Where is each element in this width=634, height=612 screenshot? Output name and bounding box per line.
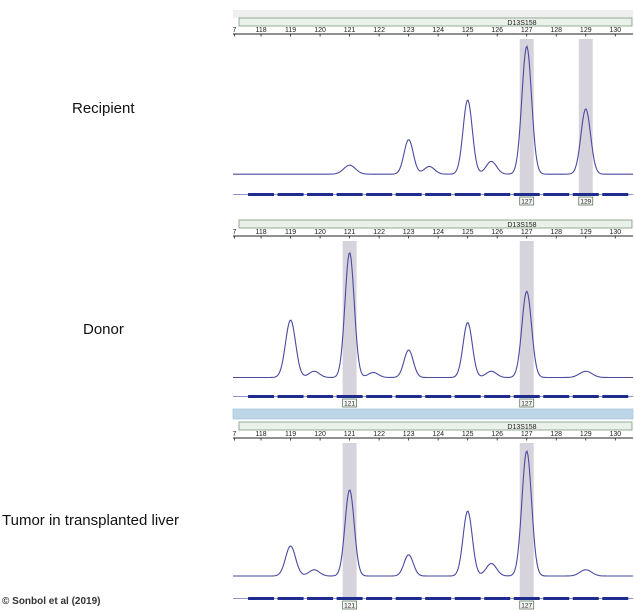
panel-0-tick-label-122: 122 bbox=[373, 27, 385, 34]
panel-2-tick-label-119: 119 bbox=[285, 431, 296, 438]
panel-2-call-box-121 bbox=[342, 600, 357, 610]
label-recipient: Recipient bbox=[72, 100, 135, 117]
panel-2-trace bbox=[233, 449, 633, 577]
panel-top-strip bbox=[233, 10, 633, 18]
panel-1-tick-label-129: 129 bbox=[580, 229, 592, 236]
panel-1-tick-label-130: 130 bbox=[609, 229, 621, 236]
panel-0-tick-label-7: 7 bbox=[233, 27, 237, 34]
panel-2-call-label-127: 127 bbox=[521, 603, 532, 610]
panel-2-tick-label-128: 128 bbox=[550, 431, 562, 438]
panel-2-tick-label-121: 121 bbox=[344, 431, 356, 438]
panel-2-call-box-127 bbox=[519, 600, 535, 610]
panel-2-marker-label: D13S158 bbox=[507, 424, 536, 431]
panel-1-call-label-127: 127 bbox=[521, 401, 532, 408]
panel-1-tick-label-127: 127 bbox=[521, 229, 533, 236]
panel-0-tick-label-123: 123 bbox=[403, 27, 415, 34]
panel-1-trace bbox=[233, 252, 633, 379]
panel-0-tick-label-130: 130 bbox=[609, 27, 621, 34]
panel-1-call-label-121: 121 bbox=[344, 401, 355, 408]
panel-1-tick-label-120: 120 bbox=[314, 229, 326, 236]
panel-0-call-label-127: 127 bbox=[521, 199, 532, 206]
credit-text: © Sonbol et al (2019) bbox=[2, 596, 101, 607]
panel-0-tick-label-125: 125 bbox=[462, 27, 474, 34]
panel-2-tick-label-123: 123 bbox=[403, 431, 415, 438]
panel-0-marker-header bbox=[238, 17, 633, 27]
panel-0-call-label-129: 129 bbox=[580, 199, 591, 206]
panel-1-call-box-127 bbox=[519, 398, 535, 408]
panel-1-tick-label-128: 128 bbox=[550, 229, 562, 236]
panel-2-tick-label-126: 126 bbox=[491, 431, 503, 438]
panel-1-allele-band-121 bbox=[342, 241, 357, 396]
panel-0-tick-label-121: 121 bbox=[344, 27, 356, 34]
panel-2-allele-band-127 bbox=[519, 443, 534, 598]
panel-separator bbox=[232, 408, 634, 420]
panel-1-tick-label-125: 125 bbox=[462, 229, 474, 236]
panel-1-tick-label-122: 122 bbox=[373, 229, 385, 236]
panel-0-tick-label-124: 124 bbox=[432, 27, 444, 34]
panel-0-trace bbox=[233, 45, 633, 175]
panel-0-tick-label-118: 118 bbox=[255, 27, 266, 34]
panel-1-tick-label-123: 123 bbox=[403, 229, 415, 236]
panel-2-call-label-121: 121 bbox=[344, 603, 355, 610]
panel-1-tick-label-126: 126 bbox=[491, 229, 503, 236]
panel-2-tick-label-118: 118 bbox=[255, 431, 266, 438]
panel-2-tick-label-125: 125 bbox=[462, 431, 474, 438]
panel-2-marker-header bbox=[238, 421, 633, 431]
label-tumor: Tumor in transplanted liver bbox=[2, 512, 180, 529]
panel-1-call-box-121 bbox=[342, 398, 357, 408]
panel-0-tick-label-129: 129 bbox=[580, 27, 592, 34]
panel-2-tick-label-124: 124 bbox=[432, 431, 444, 438]
panel-0-marker-label: D13S158 bbox=[507, 20, 536, 27]
panel-0-allele-band-127 bbox=[519, 39, 534, 194]
panel-0-tick-label-128: 128 bbox=[550, 27, 562, 34]
panel-2-tick-label-130: 130 bbox=[609, 431, 621, 438]
panel-0-allele-band-129 bbox=[578, 39, 593, 194]
panel-1-tick-label-121: 121 bbox=[344, 229, 356, 236]
panel-1-marker-header bbox=[238, 219, 633, 229]
panel-2-tick-label-127: 127 bbox=[521, 431, 533, 438]
panel-0-call-box-127 bbox=[519, 196, 535, 206]
panel-1-allele-band-127 bbox=[519, 241, 534, 396]
panel-1-tick-label-124: 124 bbox=[432, 229, 444, 236]
panel-2-tick-label-129: 129 bbox=[580, 431, 592, 438]
panel-2-tick-label-120: 120 bbox=[314, 431, 326, 438]
panel-1-marker-label: D13S158 bbox=[507, 222, 536, 229]
label-donor: Donor bbox=[83, 321, 124, 338]
panel-2-tick-label-122: 122 bbox=[373, 431, 385, 438]
panel-2-allele-band-121 bbox=[342, 443, 357, 598]
panel-0-tick-label-126: 126 bbox=[491, 27, 503, 34]
panel-0-tick-label-120: 120 bbox=[314, 27, 326, 34]
panel-0-tick-label-127: 127 bbox=[521, 27, 533, 34]
panel-2-tick-label-7: 7 bbox=[233, 431, 237, 438]
panel-1-tick-label-119: 119 bbox=[285, 229, 296, 236]
panel-0-tick-label-119: 119 bbox=[285, 27, 296, 34]
panel-0-call-box-129 bbox=[578, 196, 594, 206]
panel-1-tick-label-118: 118 bbox=[255, 229, 266, 236]
panel-1-tick-label-7: 7 bbox=[233, 229, 237, 236]
